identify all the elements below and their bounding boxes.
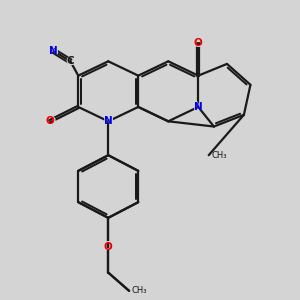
- Text: N: N: [103, 115, 114, 128]
- Text: C: C: [66, 55, 75, 68]
- Text: O: O: [45, 116, 54, 126]
- Text: O: O: [194, 38, 203, 48]
- Text: O: O: [193, 37, 204, 50]
- Text: N: N: [104, 116, 112, 126]
- Text: C: C: [67, 56, 74, 66]
- Text: CH₃: CH₃: [211, 151, 227, 160]
- Text: N: N: [48, 44, 59, 57]
- Text: CH₃: CH₃: [132, 286, 147, 296]
- Text: O: O: [104, 242, 112, 251]
- Text: N: N: [49, 46, 58, 56]
- Text: N: N: [194, 102, 203, 112]
- Text: O: O: [103, 240, 114, 253]
- Text: O: O: [44, 115, 55, 128]
- Text: N: N: [193, 100, 204, 113]
